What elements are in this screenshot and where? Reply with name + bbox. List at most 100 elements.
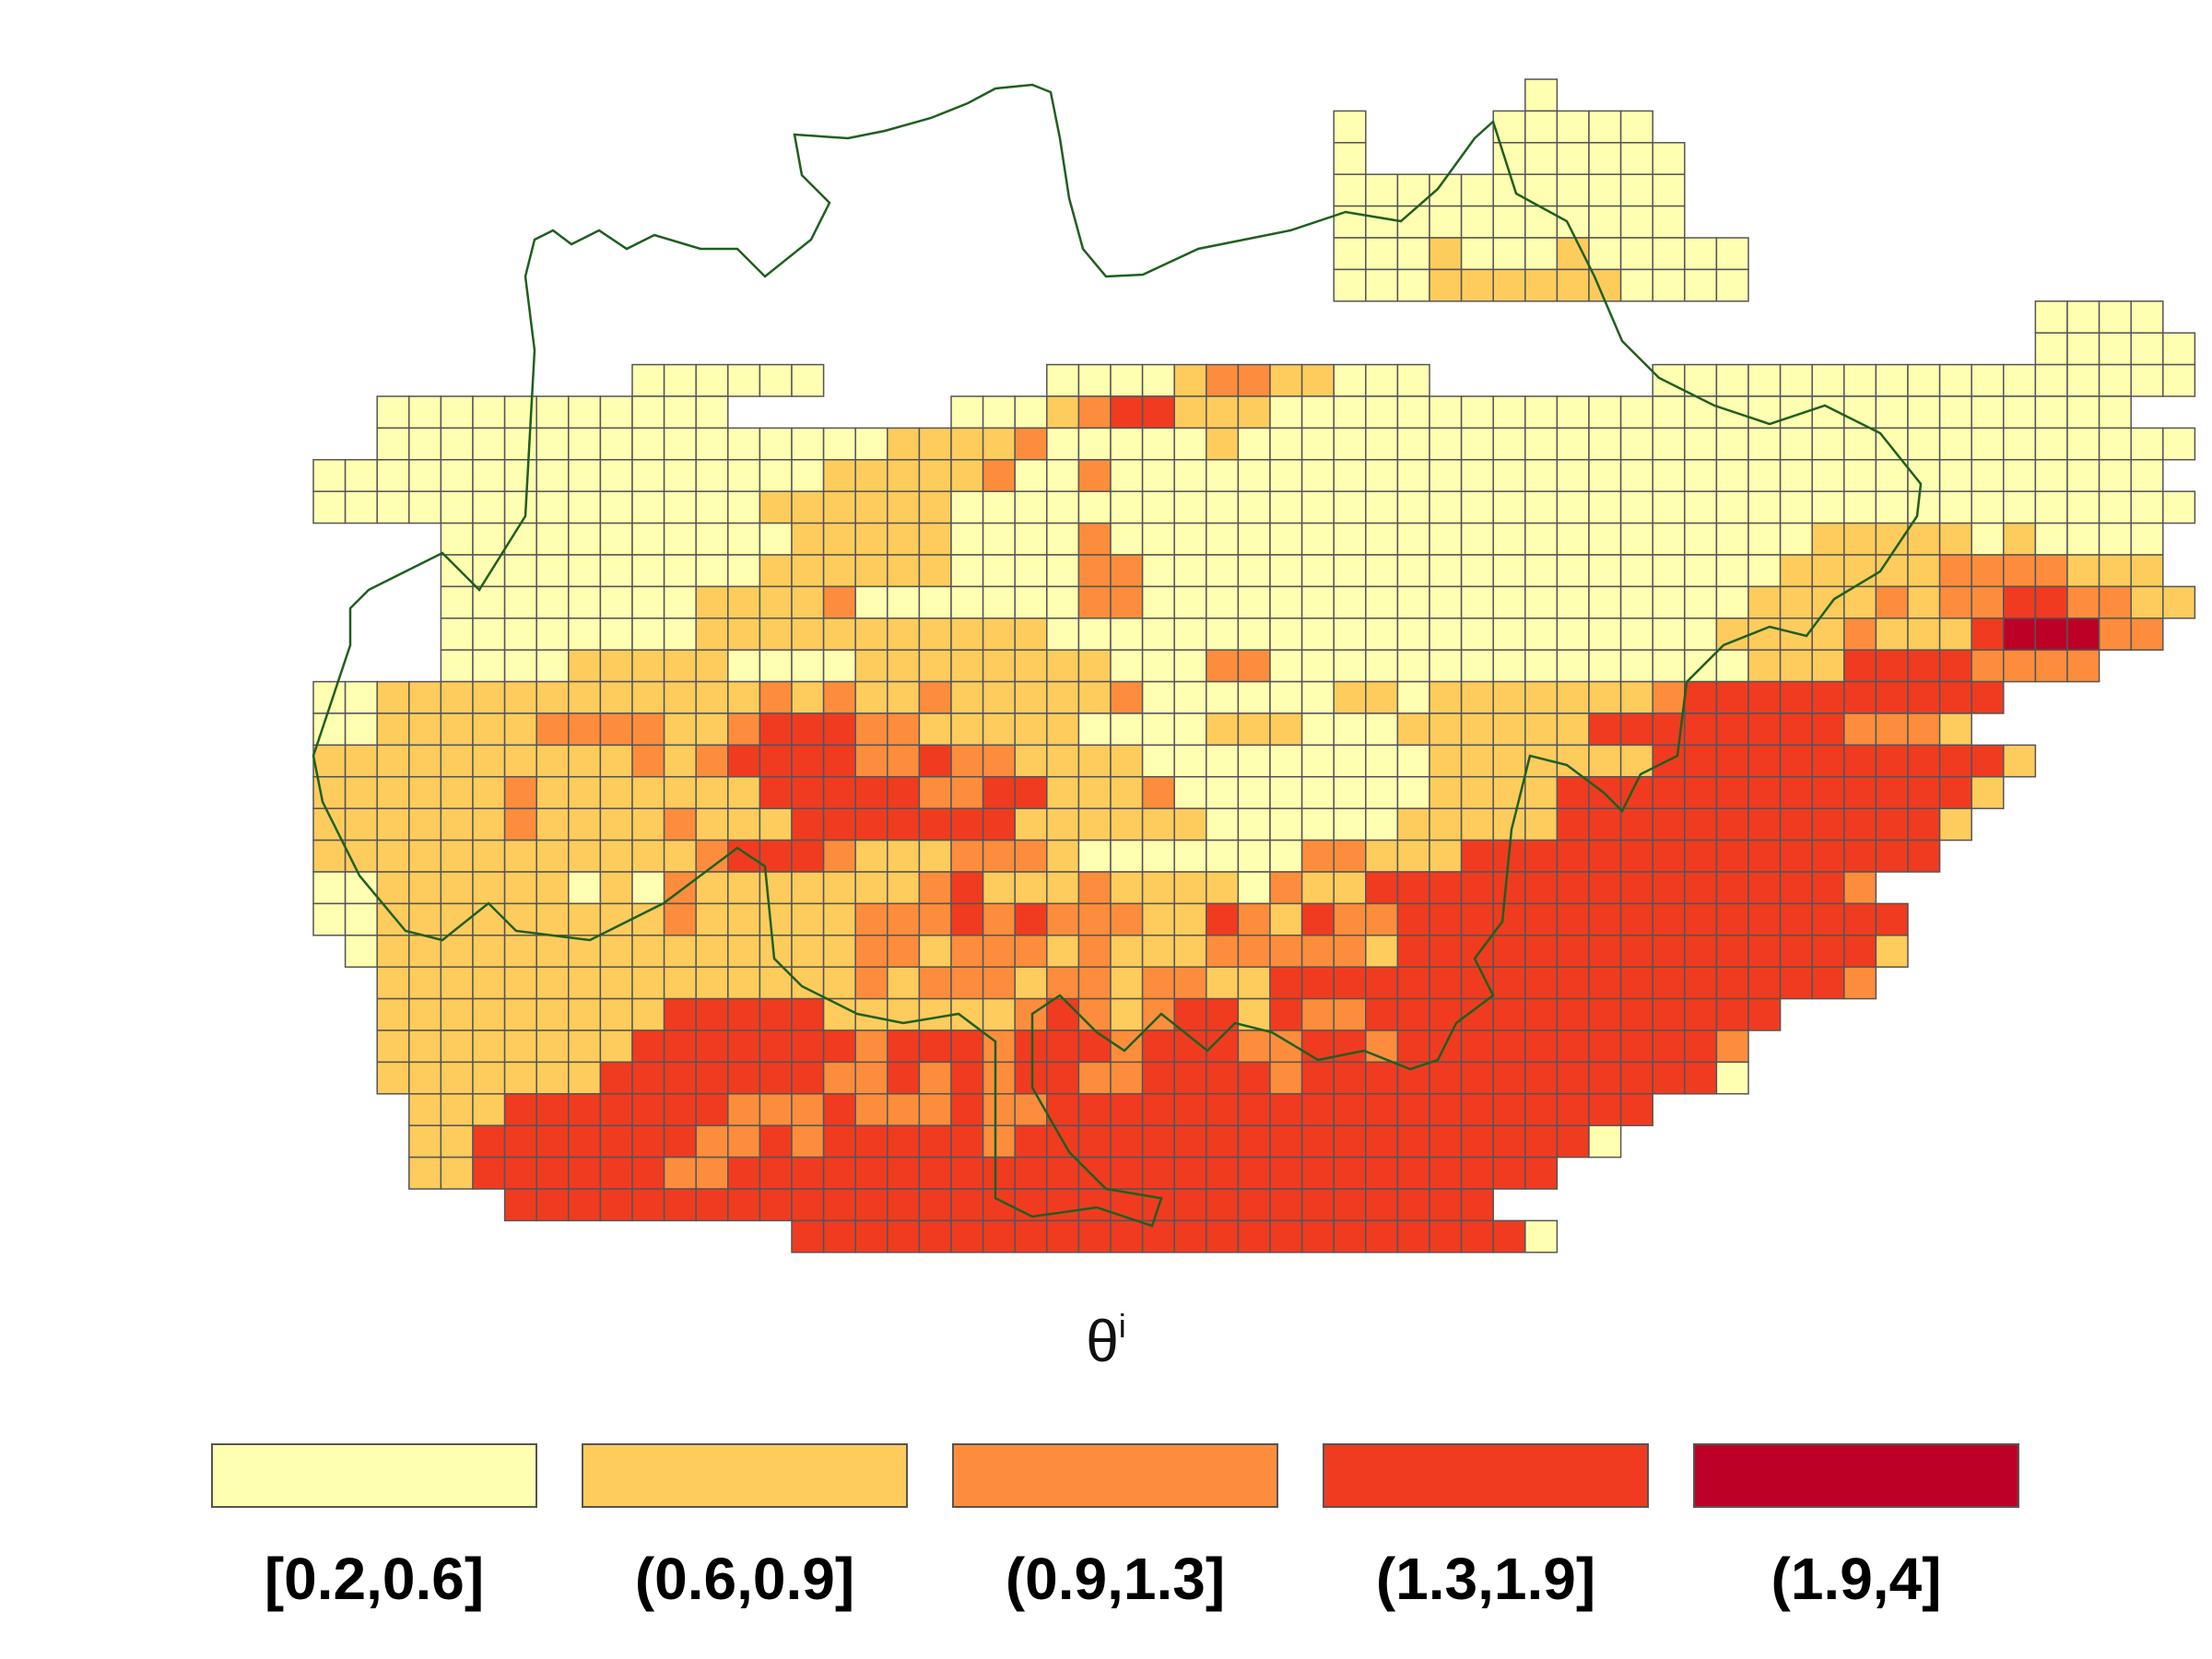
- map-cell: [1619, 618, 1653, 651]
- map-cell: [1556, 522, 1590, 556]
- map-cell: [982, 554, 1016, 588]
- map-cell: [1173, 1093, 1207, 1126]
- map-cell: [950, 618, 984, 651]
- map-cell: [1460, 807, 1494, 841]
- map-cell: [982, 459, 1016, 492]
- map-cell: [1492, 712, 1526, 747]
- map-cell: [535, 744, 570, 778]
- map-cell: [1588, 205, 1622, 239]
- map-cell: [854, 935, 888, 968]
- map-cell: [1396, 1156, 1430, 1190]
- map-cell: [791, 522, 825, 556]
- map-cell: [727, 712, 761, 747]
- map-cell: [1269, 522, 1303, 556]
- map-cell: [1333, 807, 1367, 841]
- map-cell: [1588, 618, 1622, 651]
- map-cell: [1588, 807, 1622, 841]
- map-cell: [1588, 997, 1622, 1031]
- map-cell: [695, 902, 729, 936]
- map-cell: [1524, 1219, 1559, 1253]
- map-cell: [2003, 618, 2037, 651]
- map-cell: [1173, 618, 1207, 651]
- map-cell: [854, 902, 888, 936]
- map-cell: [1046, 522, 1080, 556]
- map-cell: [1300, 680, 1335, 714]
- legend-label-class-5: (1.9,4]: [1771, 1546, 1942, 1612]
- map-cell: [344, 712, 378, 747]
- map-cell: [1141, 649, 1175, 683]
- legend-title-symbol: θ: [1086, 1308, 1119, 1374]
- map-cell: [1588, 110, 1622, 144]
- map-cell: [1396, 522, 1430, 556]
- map-cell: [599, 1093, 633, 1126]
- map-cell: [1333, 395, 1367, 429]
- map-cell: [472, 585, 506, 619]
- map-cell: [1046, 871, 1080, 905]
- map-cell: [1715, 490, 1749, 524]
- map-cell: [887, 1124, 921, 1159]
- map-cell: [1046, 649, 1080, 683]
- map-cell: [1938, 427, 1972, 461]
- map-cell: [1460, 173, 1494, 207]
- map-cell: [1141, 1124, 1175, 1159]
- map-cell: [1365, 618, 1399, 651]
- map-cell: [1556, 1093, 1590, 1126]
- map-cell: [695, 680, 729, 714]
- map-cell: [535, 839, 570, 873]
- map-cell: [1779, 490, 1813, 524]
- map-cell: [1843, 839, 1877, 873]
- map-cell: [1907, 744, 1941, 778]
- map-cell: [472, 554, 506, 588]
- map-cell: [1684, 712, 1718, 747]
- map-cell: [631, 680, 665, 714]
- map-cell: [727, 935, 761, 968]
- map-cell: [1077, 680, 1112, 714]
- map-cell: [1492, 205, 1526, 239]
- map-cell: [1269, 1156, 1303, 1190]
- map-cell: [631, 618, 665, 651]
- map-cell: [1014, 1061, 1048, 1095]
- map-cell: [1524, 871, 1559, 905]
- map-cell: [1237, 712, 1271, 747]
- map-cell: [1173, 585, 1207, 619]
- map-cell: [950, 1030, 984, 1064]
- map-cell: [1619, 268, 1653, 302]
- map-cell: [918, 618, 952, 651]
- map-cell: [1556, 839, 1590, 873]
- map-cell: [1396, 585, 1430, 619]
- map-cell: [1429, 839, 1463, 873]
- map-cell: [535, 522, 570, 556]
- map-cell: [1206, 871, 1240, 905]
- map-cell: [1396, 1124, 1430, 1159]
- map-cell: [1619, 110, 1653, 144]
- map-cell: [1971, 490, 2005, 524]
- map-cell: [631, 966, 665, 1000]
- map-cell: [1843, 902, 1877, 936]
- map-cell: [1684, 839, 1718, 873]
- map-cell: [1684, 1061, 1718, 1095]
- map-cell: [887, 1219, 921, 1253]
- map-cell: [1938, 585, 1972, 619]
- map-cell: [408, 427, 442, 461]
- map-cell: [887, 712, 921, 747]
- map-cell: [1237, 680, 1271, 714]
- map-cell: [1300, 363, 1335, 397]
- map-cell: [791, 1061, 825, 1095]
- map-cell: [1715, 776, 1749, 809]
- map-cell: [1492, 268, 1526, 302]
- map-cell: [1173, 935, 1207, 968]
- map-cell: [1875, 902, 1909, 936]
- map-cell: [503, 459, 537, 492]
- legend-title-superscript: i: [1118, 1307, 1126, 1345]
- map-cell: [1556, 807, 1590, 841]
- map-cell: [2098, 554, 2132, 588]
- map-cell: [1014, 997, 1048, 1031]
- map-cell: [2066, 490, 2100, 524]
- map-cell: [1365, 1093, 1399, 1126]
- map-cell: [854, 649, 888, 683]
- map-cell: [887, 522, 921, 556]
- map-cell: [1652, 268, 1686, 302]
- map-cell: [1300, 966, 1335, 1000]
- map-cell: [1779, 839, 1813, 873]
- map-cell: [1110, 522, 1144, 556]
